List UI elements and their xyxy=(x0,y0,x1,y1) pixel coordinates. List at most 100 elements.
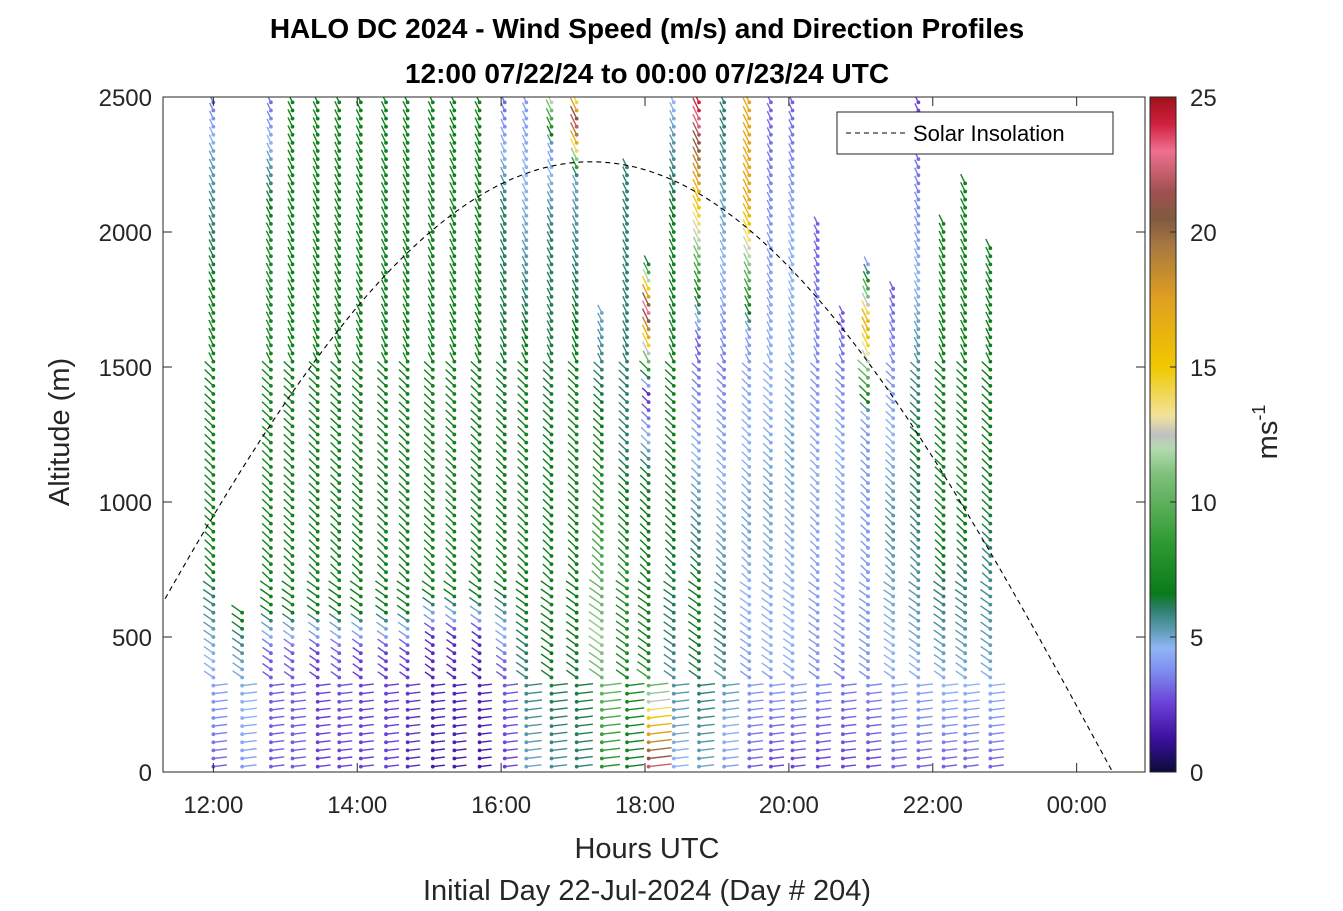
wind-barb-point xyxy=(941,384,946,388)
wind-barb-shaft xyxy=(542,409,552,419)
wind-barb-shaft xyxy=(954,588,966,598)
wind-barb-point xyxy=(358,497,363,502)
wind-barb-point xyxy=(574,586,579,591)
wind-barb-point xyxy=(769,141,773,145)
wind-barb-shaft xyxy=(565,637,578,646)
wind-barb-shaft xyxy=(517,417,527,427)
wind-barb-point xyxy=(211,116,216,121)
wind-barb-point xyxy=(337,303,342,307)
wind-barb-shaft xyxy=(893,764,907,768)
wind-barb-point xyxy=(988,740,993,745)
wind-barb-point xyxy=(290,651,295,656)
wind-barb-point xyxy=(916,375,921,380)
wind-barb-point xyxy=(384,635,388,639)
wind-barb-point xyxy=(477,100,482,105)
wind-barb-point xyxy=(549,708,554,712)
wind-barb-point xyxy=(671,327,676,332)
wind-barb-shaft xyxy=(351,522,362,533)
wind-barb-point xyxy=(290,303,295,307)
wind-barb-point xyxy=(477,546,482,550)
wind-barb-point xyxy=(916,716,921,720)
wind-barb-shaft xyxy=(742,235,750,249)
wind-barb-shaft xyxy=(933,605,944,614)
wind-barb-point xyxy=(891,400,896,404)
wind-barb-point xyxy=(574,497,579,502)
wind-barb-point xyxy=(941,416,946,421)
wind-barb-point xyxy=(452,173,457,178)
wind-barb-point xyxy=(671,456,676,461)
wind-barb-point xyxy=(769,594,773,599)
wind-barb-point xyxy=(430,440,435,445)
wind-barb-point xyxy=(405,489,410,494)
wind-barb-point xyxy=(646,384,651,388)
wind-barb-point xyxy=(790,278,795,283)
wind-barb-point xyxy=(916,465,921,469)
wind-barb-point xyxy=(747,562,752,566)
wind-barb-point xyxy=(866,732,870,737)
wind-barb-point xyxy=(337,189,342,194)
wind-barb-shaft xyxy=(965,731,980,735)
wind-barb-shaft xyxy=(495,571,506,581)
wind-barb-point xyxy=(988,513,993,518)
wind-barb-point xyxy=(211,481,216,485)
wind-barb-point xyxy=(358,149,363,153)
wind-barb-point xyxy=(625,667,629,672)
wind-barb-shaft xyxy=(713,645,725,654)
wind-barb-point xyxy=(941,659,946,664)
wind-barb-point xyxy=(963,384,968,388)
wind-barb-point xyxy=(815,724,820,728)
wind-barb-point xyxy=(625,375,629,380)
wind-barb-shaft xyxy=(495,385,506,395)
wind-barb-point xyxy=(747,691,752,696)
wind-barb-point xyxy=(358,230,363,234)
wind-barb-point xyxy=(747,756,752,761)
wind-barb-shaft xyxy=(664,498,675,508)
wind-barb-point xyxy=(358,465,363,469)
wind-barb-point xyxy=(671,740,676,745)
wind-barb-point xyxy=(747,367,752,372)
wind-barb-shaft xyxy=(351,377,362,387)
wind-barb-point xyxy=(599,375,604,380)
wind-barb-shaft xyxy=(842,715,857,719)
wind-barb-shaft xyxy=(713,661,725,670)
wind-barb-point xyxy=(815,562,820,566)
wind-barb-shaft xyxy=(306,604,319,614)
wind-barb-shaft xyxy=(908,605,919,614)
wind-barb-shaft xyxy=(883,646,894,654)
wind-barb-point xyxy=(405,132,410,137)
wind-barb-point xyxy=(625,521,629,526)
wind-barb-point xyxy=(599,432,604,437)
wind-barb-point xyxy=(502,100,507,105)
wind-barb-point xyxy=(290,359,295,364)
wind-barb-point xyxy=(430,627,435,631)
wind-barb-shaft xyxy=(423,555,434,565)
wind-barb-point xyxy=(963,675,968,680)
wind-barb-shaft xyxy=(542,555,552,565)
wind-barb-shaft xyxy=(981,377,991,387)
wind-barb-point xyxy=(747,440,752,445)
wind-barb-shaft xyxy=(981,361,991,371)
wind-barb-point xyxy=(524,610,529,615)
wind-barb-shaft xyxy=(261,547,272,557)
wind-barb-point xyxy=(815,246,820,251)
wind-barb-point xyxy=(315,222,320,226)
wind-barb-point xyxy=(524,497,529,502)
wind-barb-point xyxy=(290,440,295,445)
wind-barb-point xyxy=(722,489,727,494)
wind-barb-point xyxy=(866,537,870,542)
wind-barb-point xyxy=(988,724,993,728)
wind-barb-point xyxy=(963,651,968,656)
wind-barb-point xyxy=(916,610,921,615)
wind-barb-point xyxy=(384,222,388,226)
wind-barb-point xyxy=(790,699,795,704)
wind-barb-shaft xyxy=(965,723,980,727)
wind-barb-point xyxy=(599,627,604,631)
wind-barb-point xyxy=(315,546,320,550)
wind-barb-point xyxy=(646,432,651,437)
wind-barb-point xyxy=(747,173,752,178)
wind-barb-point xyxy=(866,286,870,291)
wind-barb-point xyxy=(574,554,579,558)
wind-barb-point xyxy=(358,165,363,170)
wind-barb-shaft xyxy=(470,563,481,573)
wind-barb-shaft xyxy=(867,699,882,703)
